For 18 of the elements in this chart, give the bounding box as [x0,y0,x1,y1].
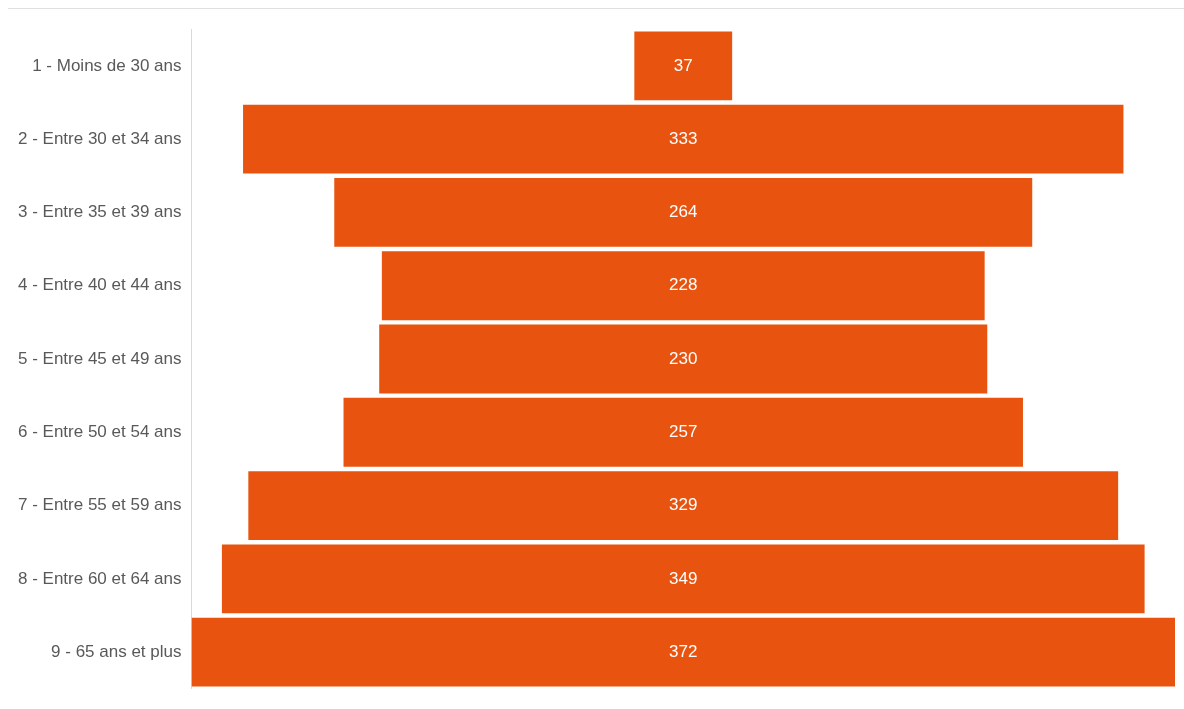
data-label: 329 [669,495,698,515]
data-label: 257 [669,421,698,441]
data-label: 333 [669,128,698,148]
category-label: 7 - Entre 55 et 59 ans [17,495,182,515]
category-label: 9 - 65 ans et plus [51,641,182,661]
data-label: 37 [673,55,693,75]
category-label: 5 - Entre 45 et 49 ans [17,348,182,368]
data-label: 264 [669,202,698,222]
data-label: 372 [669,641,698,661]
category-label: 2 - Entre 30 et 34 ans [17,128,182,148]
category-label: 6 - Entre 50 et 54 ans [17,421,182,441]
category-label: 3 - Entre 35 et 39 ans [17,202,182,222]
category-label: 8 - Entre 60 et 64 ans [17,568,182,588]
category-label: 4 - Entre 40 et 44 ans [17,275,182,295]
data-label: 230 [669,348,698,368]
data-label: 228 [669,275,698,295]
data-label: 349 [669,568,698,588]
category-label: 1 - Moins de 30 ans [32,55,182,75]
